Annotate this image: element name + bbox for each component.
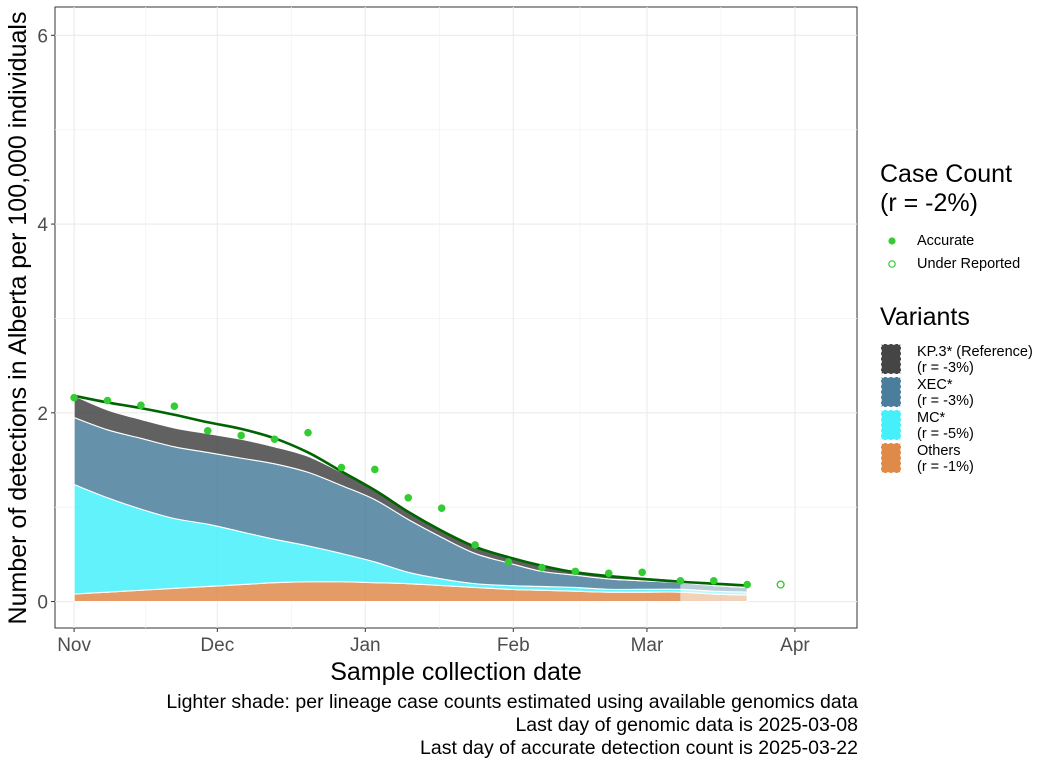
point-accurate (571, 567, 580, 576)
trend-line-group (73, 394, 748, 587)
legend-variant-r: (r = -3%) (917, 360, 974, 376)
caption-line-3: Last day of accurate detection count is … (420, 737, 858, 759)
trend-line (73, 394, 748, 587)
x-tick-label: Jan (350, 635, 381, 656)
legend-variants: Variants (880, 303, 970, 332)
y-tick-label: 2 (37, 404, 48, 425)
legend-under-reported-marker (888, 260, 896, 268)
legend-accurate-label: Accurate (917, 233, 975, 249)
point-accurate (638, 568, 646, 577)
area-others-estimated (680, 591, 748, 603)
legend-variant-r: (r = -3%) (917, 393, 974, 409)
point-accurate (170, 402, 179, 411)
legend-variant-label: XEC* (917, 377, 953, 393)
legend-variant-r: (r = -1%) (917, 459, 974, 475)
point-accurate (604, 569, 613, 578)
legend-variant-label: Others (917, 443, 961, 459)
point-accurate (743, 580, 752, 589)
legend-swatch (881, 410, 901, 440)
point-accurate (337, 463, 346, 472)
legend-variant-r: (r = -5%) (917, 426, 974, 442)
point-accurate (538, 563, 546, 572)
area-mc-estimated (680, 588, 748, 596)
caption-line-2: Last day of genomic data is 2025-03-08 (515, 714, 858, 736)
point-accurate (676, 577, 685, 585)
point-accurate (70, 393, 78, 402)
legend-case-title: Case Count (880, 160, 1013, 188)
point-accurate (371, 465, 379, 474)
legend-swatch (881, 344, 901, 374)
legend-swatch (881, 443, 901, 473)
legend-case-subtitle: (r = -2%) (880, 189, 978, 217)
y-tick-label: 0 (37, 593, 48, 614)
x-tick-label: Nov (57, 635, 91, 656)
x-tick-label: Mar (631, 635, 664, 656)
y-axis-title: Number of detections in Alberta per 100,… (4, 12, 32, 625)
x-tick-label: Dec (200, 635, 234, 656)
y-tick-label: 6 (37, 26, 48, 47)
point-accurate (237, 431, 245, 440)
legend-accurate-marker (888, 237, 896, 245)
legend-variant-label: MC* (917, 410, 946, 426)
point-accurate (270, 435, 279, 444)
point-accurate (103, 396, 112, 405)
legend-variants-title: Variants (880, 303, 970, 331)
legend-variant-label: KP.3* (Reference) (917, 344, 1033, 360)
point-accurate (404, 493, 413, 502)
point-accurate (504, 558, 513, 566)
point-accurate (304, 428, 312, 437)
area-xec-estimated (680, 582, 748, 593)
legend-swatch (881, 377, 901, 407)
point-accurate (471, 541, 479, 549)
x-axis: Nov Dec Jan Feb Mar Apr (57, 628, 810, 656)
y-axis: 0 2 4 6 (37, 26, 55, 614)
area-kp-3-reference (73, 395, 681, 584)
point-accurate (203, 426, 212, 435)
point-accurate (437, 504, 446, 512)
x-axis-title: Sample collection date (330, 658, 582, 686)
stacked-areas (73, 395, 748, 603)
caption-line-1: Lighter shade: per lineage case counts e… (166, 691, 858, 713)
x-tick-label: Apr (780, 635, 810, 656)
x-tick-label: Feb (497, 635, 530, 656)
point-accurate (137, 401, 145, 410)
y-tick-label: 4 (37, 215, 48, 236)
legend-under-reported-label: Under Reported (917, 256, 1021, 272)
points-group (70, 393, 785, 589)
point-under-reported (776, 580, 785, 589)
legend-case-count: Case Count (r = -2%) (880, 160, 1012, 218)
point-accurate (709, 577, 718, 585)
